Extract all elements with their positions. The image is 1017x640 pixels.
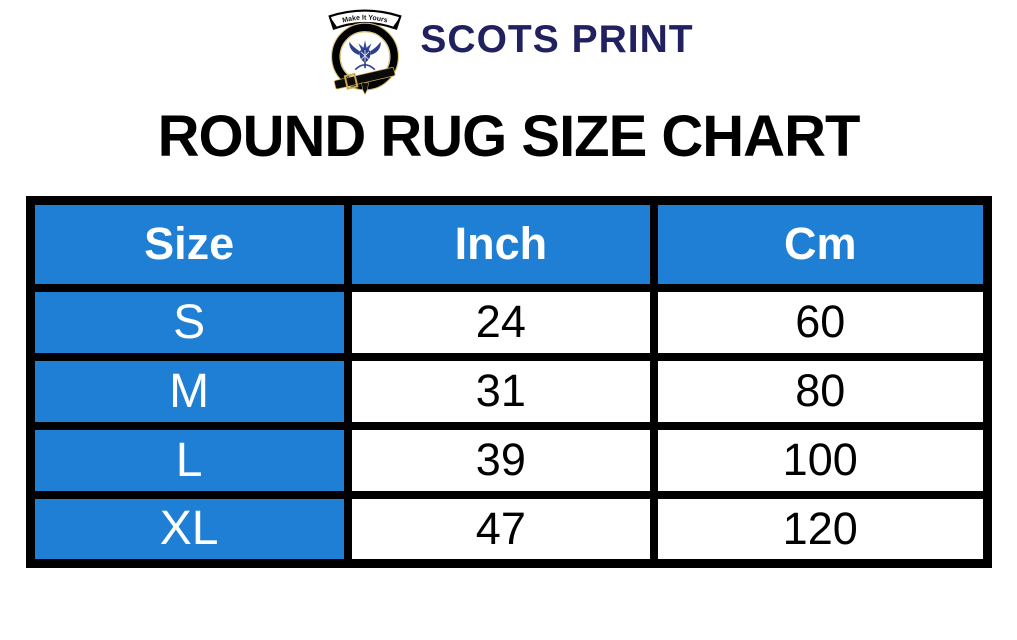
- cm-value: 80: [649, 352, 992, 430]
- brand-logo: Make It Yours: [0, 0, 1017, 96]
- thistle-icon: [349, 40, 382, 71]
- cm-value: 60: [649, 283, 992, 361]
- column-header-inch: Inch: [343, 196, 658, 292]
- crest-logo-icon: Make It Yours: [328, 9, 403, 96]
- page-title: ROUND RUG SIZE CHART: [157, 104, 861, 169]
- column-header-size: Size: [26, 196, 352, 292]
- size-chart-table: Size Inch Cm S 24 60 M 31 80 L 39 100: [25, 196, 992, 568]
- table-row: L 39 100: [26, 421, 992, 499]
- inch-value: 31: [343, 352, 658, 430]
- table-row: M 31 80: [26, 352, 992, 430]
- column-header-cm: Cm: [649, 196, 992, 292]
- size-label: XL: [26, 490, 352, 568]
- header-row: Size Inch Cm: [26, 196, 992, 292]
- table-row: S 24 60: [26, 283, 992, 361]
- inch-value: 39: [343, 421, 658, 499]
- inch-value: 47: [343, 490, 658, 568]
- belt-icon: [334, 67, 396, 90]
- size-label: S: [26, 283, 352, 361]
- cm-value: 120: [649, 490, 992, 568]
- svg-text:Make It Yours: Make It Yours: [342, 15, 389, 25]
- brand-name: SCOTS PRINT: [420, 18, 694, 61]
- crest-banner-text: Make It Yours: [342, 15, 389, 25]
- table-row: XL 47 120: [26, 490, 992, 568]
- size-label: M: [26, 352, 352, 430]
- cm-value: 100: [649, 421, 992, 499]
- size-label: L: [26, 421, 352, 499]
- inch-value: 24: [343, 283, 658, 361]
